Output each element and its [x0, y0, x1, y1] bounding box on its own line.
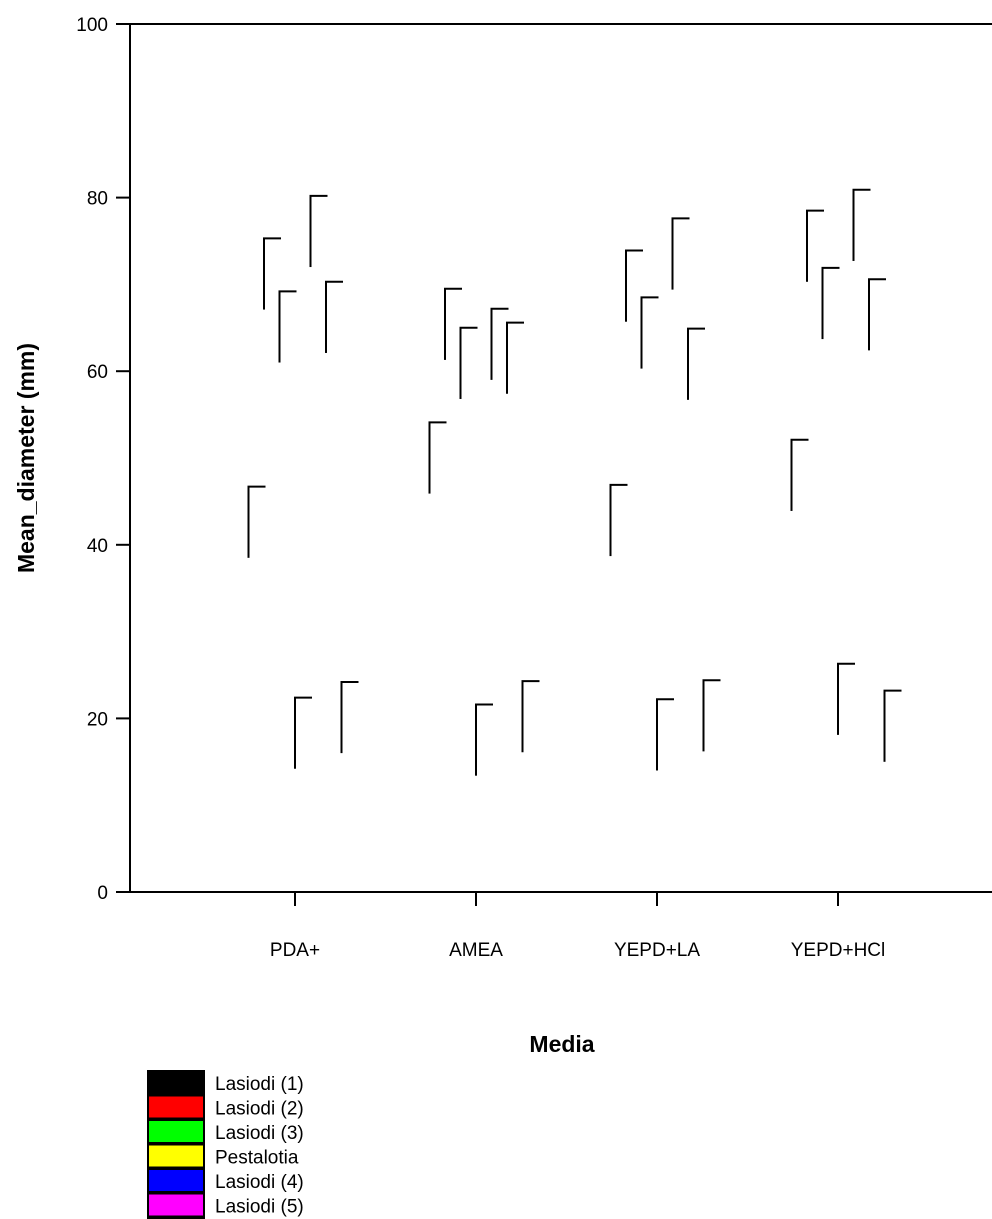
y-tick-label: 60	[87, 362, 108, 383]
plot-area	[240, 225, 893, 893]
x-tick-label: YEPD+HCl	[791, 940, 886, 961]
bar	[483, 344, 500, 892]
x-tick-label: AMEA	[449, 940, 503, 961]
bar	[318, 317, 334, 892]
x-axis-title: Media	[529, 1031, 594, 1057]
legend-swatch	[147, 1168, 205, 1193]
legend-label: Lasiodi (5)	[215, 1197, 304, 1218]
bar	[302, 231, 319, 892]
bar	[649, 734, 665, 892]
bar	[514, 716, 531, 892]
legend-swatch	[147, 1192, 205, 1218]
legend: Lasiodi (1) Lasiodi (2) Lasiodi (3) Pestalo…	[147, 1070, 304, 1219]
x-ticks: PDA+ AMEA YEPD+LA YEPD+HCl	[270, 892, 885, 961]
legend-swatch	[147, 1119, 205, 1144]
y-tick-label: 20	[87, 709, 108, 730]
bar	[845, 225, 862, 893]
bar	[680, 364, 696, 893]
x-tick-label: YEPD+LA	[614, 940, 700, 961]
bar	[602, 520, 619, 892]
y-tick-label: 0	[97, 883, 108, 904]
bar	[271, 326, 288, 892]
bar	[876, 726, 893, 892]
x-tick-label: PDA+	[270, 940, 320, 961]
bar	[437, 324, 453, 892]
y-tick-label: 100	[76, 15, 108, 36]
legend-label: Lasiodi (3)	[215, 1123, 304, 1144]
legend-label: Lasiodi (4)	[215, 1172, 304, 1193]
legend-label: Lasiodi (1)	[215, 1074, 304, 1095]
bar	[783, 475, 800, 892]
bar	[421, 458, 438, 892]
error-bars	[247, 188, 902, 776]
bar	[830, 699, 846, 892]
axes	[129, 23, 992, 893]
y-tick-label: 40	[87, 536, 108, 557]
legend-label: Pestalotia	[215, 1148, 299, 1169]
bar	[695, 715, 712, 892]
bar	[256, 273, 272, 892]
y-ticks: 0 20 40 60 80 100	[76, 15, 130, 904]
legend-swatch	[147, 1094, 205, 1120]
legend-swatch	[147, 1143, 205, 1169]
bar	[452, 363, 469, 892]
y-tick-label: 80	[87, 189, 108, 210]
bar	[799, 246, 815, 892]
bar	[861, 314, 877, 892]
bar	[814, 303, 831, 893]
bar	[618, 286, 634, 892]
bar	[287, 733, 303, 892]
bar	[499, 358, 515, 892]
bar	[633, 333, 650, 892]
legend-swatch	[147, 1070, 205, 1095]
bar	[333, 717, 350, 892]
bar	[664, 254, 681, 892]
legend-label: Lasiodi (2)	[215, 1099, 304, 1120]
bar	[468, 740, 484, 892]
y-axis-title: Mean_diameter (mm)	[13, 343, 39, 573]
bar	[240, 522, 257, 892]
